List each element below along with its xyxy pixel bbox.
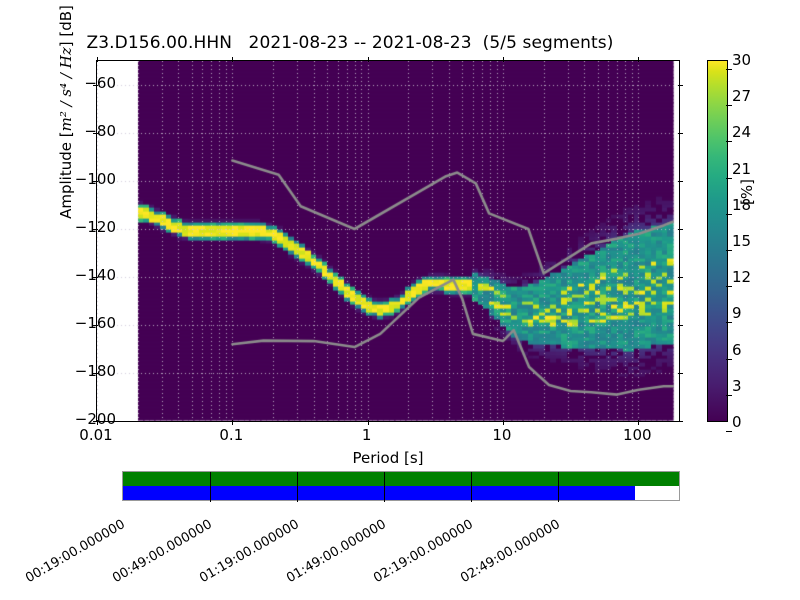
y-tick-mark <box>93 277 98 278</box>
colorbar-tick-mark <box>726 431 732 432</box>
y-tick-mark <box>93 421 98 422</box>
y-tick-mark <box>678 229 683 230</box>
colorbar-tick-label: 0 <box>726 413 742 432</box>
y-tick-label: −160 <box>74 314 116 332</box>
timeline-row-psd-coverage <box>123 486 679 500</box>
x-axis-label: Period [s] <box>352 449 424 467</box>
y-tick-label: −100 <box>74 170 116 188</box>
colorbar-tick-label: 24 <box>726 123 751 143</box>
x-tick-mark <box>232 420 233 425</box>
colorbar-tick-mark <box>726 358 732 360</box>
timeline-segment <box>123 486 636 500</box>
timeline-tick-mark <box>471 472 473 502</box>
x-tick-mark <box>638 57 639 62</box>
y-tick-mark <box>678 421 683 422</box>
colorbar-tick-label: 6 <box>726 341 742 360</box>
colorbar-tick-label: 21 <box>726 160 751 179</box>
timeline-tick-mark <box>297 472 299 502</box>
colorbar-tick-mark <box>726 250 732 251</box>
colorbar-tick-label: 9 <box>726 304 742 324</box>
y-tick-mark <box>93 181 98 182</box>
y-tick-label: −120 <box>74 218 116 236</box>
colorbar-tick-label: 15 <box>726 232 751 251</box>
colorbar-tick-mark <box>726 177 732 179</box>
x-tick-label: 10 <box>492 426 512 444</box>
colorbar-tick-label: 30 <box>726 51 751 70</box>
x-tick-label: 1 <box>361 426 372 444</box>
y-tick-mark <box>678 325 683 326</box>
x-tick-mark <box>503 420 504 425</box>
y-tick-mark <box>93 85 98 86</box>
y-tick-mark <box>678 133 683 134</box>
colorbar-tick-label: 18 <box>726 196 751 215</box>
timeline-tick-mark <box>384 472 386 502</box>
colorbar-tick-label: 27 <box>726 87 751 107</box>
y-tick-mark <box>678 277 683 278</box>
colorbar-tick-mark <box>726 141 732 143</box>
x-tick-mark <box>368 57 369 62</box>
ppsd-density-canvas <box>97 61 679 421</box>
timeline-segment <box>123 472 679 486</box>
colorbar-tick-mark <box>726 286 732 288</box>
colorbar-tick-mark <box>726 213 732 215</box>
timeline-row-data-coverage <box>123 472 679 486</box>
colorbar-tick-mark <box>726 322 732 324</box>
y-tick-mark <box>93 133 98 134</box>
colorbar-tick-label: 3 <box>726 377 742 396</box>
timeline-tick-mark <box>210 472 211 502</box>
ppsd-plot-area <box>97 61 679 421</box>
x-tick-label: 0.1 <box>219 426 244 444</box>
x-tick-mark <box>232 57 233 62</box>
y-tick-mark <box>93 325 98 326</box>
y-axis-label: Amplitude [m² / s⁴ / Hz] [dB] <box>57 5 75 219</box>
y-tick-label: −200 <box>74 410 116 428</box>
x-tick-label: 0.01 <box>79 426 113 444</box>
y-tick-mark <box>93 373 98 374</box>
colorbar-tick-mark <box>726 69 732 70</box>
colorbar-tick-label: 12 <box>726 268 751 288</box>
y-tick-label: −80 <box>84 122 116 140</box>
y-tick-mark <box>678 85 683 86</box>
x-tick-mark <box>638 420 639 425</box>
colorbar-tick-mark <box>726 394 732 396</box>
ppsd-axes <box>93 57 683 425</box>
y-tick-mark <box>678 373 683 374</box>
x-tick-mark <box>97 57 98 62</box>
y-tick-label: −180 <box>74 362 116 380</box>
y-tick-label: −60 <box>84 74 116 92</box>
page-title: Z3.D156.00.HHN 2021-08-23 -- 2021-08-23 … <box>86 33 614 53</box>
x-tick-mark <box>503 57 504 62</box>
colorbar-label: [%] <box>738 179 756 205</box>
timeline-bar[interactable] <box>122 471 680 502</box>
x-tick-mark <box>97 420 98 425</box>
colorbar <box>707 60 728 422</box>
x-tick-label: 100 <box>622 426 652 444</box>
colorbar-tick-mark <box>726 105 732 107</box>
timeline-tick-mark <box>558 472 560 502</box>
y-tick-mark <box>93 229 98 230</box>
x-tick-mark <box>368 420 369 425</box>
y-tick-mark <box>678 181 683 182</box>
y-tick-label: −140 <box>74 266 116 284</box>
